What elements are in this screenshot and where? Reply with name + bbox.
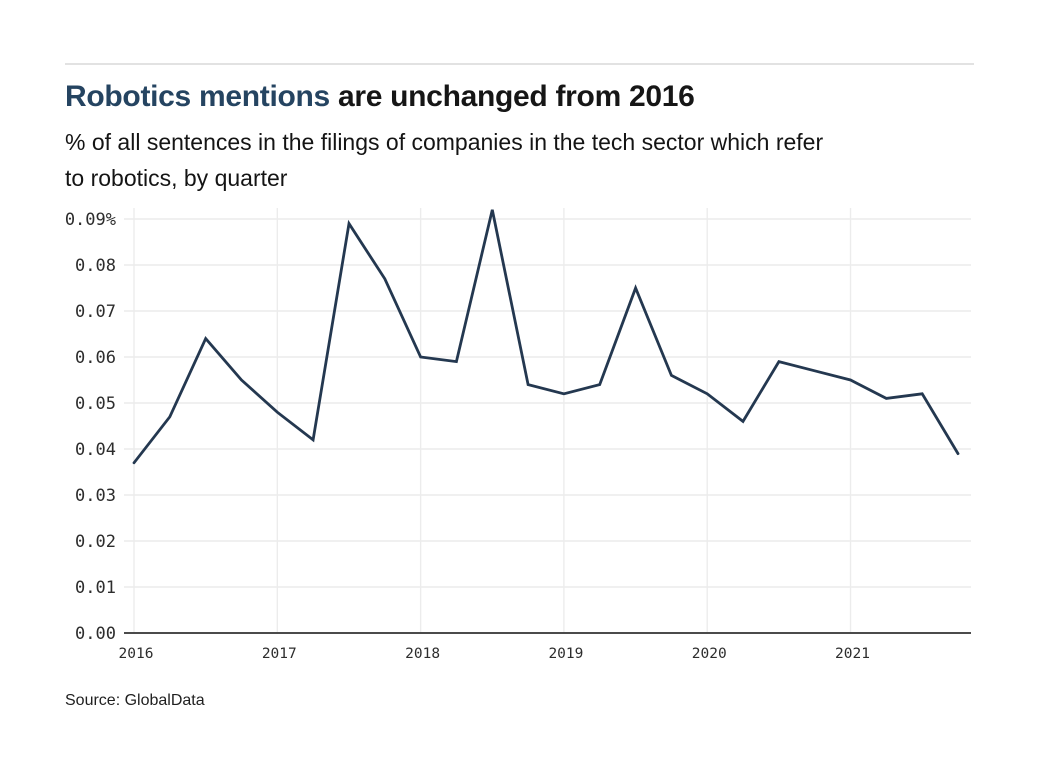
y-axis-tick-label: 0.02 bbox=[75, 532, 116, 552]
chart-title: Robotics mentions are unchanged from 201… bbox=[65, 80, 695, 114]
y-axis-tick-label: 0.03 bbox=[75, 486, 116, 506]
chart-title-rest: are unchanged from 2016 bbox=[329, 80, 695, 113]
y-axis-tick-label: 0.08 bbox=[75, 256, 116, 276]
x-axis-tick-label: 2021 bbox=[835, 646, 870, 662]
y-axis-tick-label: 0.00 bbox=[75, 624, 116, 644]
x-axis-tick-label: 2017 bbox=[262, 646, 297, 662]
chart-title-highlight: Robotics mentions bbox=[65, 80, 330, 113]
chart-subtitle: % of all sentences in the filings of com… bbox=[65, 124, 823, 196]
y-axis-tick-label: 0.05 bbox=[75, 394, 116, 414]
y-axis-tick-label: 0.07 bbox=[75, 302, 116, 322]
y-axis-tick-label: 0.01 bbox=[75, 578, 116, 598]
x-axis-tick-label: 2018 bbox=[405, 646, 440, 662]
chart-subtitle-line-1: % of all sentences in the filings of com… bbox=[65, 129, 824, 155]
source-note: Source: GlobalData bbox=[65, 692, 205, 709]
y-axis-tick-label: 0.04 bbox=[75, 440, 116, 460]
x-axis-tick-label: 2016 bbox=[119, 646, 154, 662]
x-axis-tick-label: 2020 bbox=[692, 646, 727, 662]
x-axis-tick-label: 2019 bbox=[548, 646, 583, 662]
chart-subtitle-line-2: to robotics, by quarter bbox=[65, 165, 288, 191]
y-axis-tick-label: 0.09% bbox=[65, 210, 116, 230]
top-rule bbox=[65, 63, 974, 65]
data-series-line bbox=[132, 209, 960, 465]
y-axis-tick-label: 0.06 bbox=[75, 348, 116, 368]
